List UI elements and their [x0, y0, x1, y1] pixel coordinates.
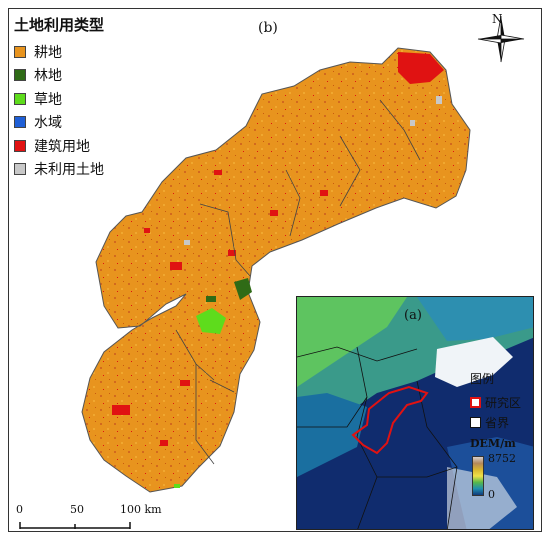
legend-item-grassland: 草地	[14, 87, 104, 111]
inset-dem-map	[296, 296, 534, 530]
legend-item-water: 水域	[14, 111, 104, 135]
scale-bar: 0 50 100 km	[14, 503, 174, 536]
legend-label: 草地	[34, 91, 62, 108]
legend-label: 水域	[34, 115, 62, 132]
study-area	[81, 47, 471, 493]
study-area-swatch	[470, 396, 481, 408]
dem-title: DEM/m	[470, 437, 516, 450]
legend-item-unused: 未利用土地	[14, 158, 104, 182]
legend-item-forest: 林地	[14, 64, 104, 88]
scale-tick-label: 100 km	[120, 503, 162, 516]
inset-map-graphic	[297, 297, 533, 529]
legend-title: 土地利用类型	[14, 16, 105, 34]
unused-land-patches	[184, 96, 442, 245]
prefecture-boundaries	[175, 99, 421, 465]
unused-swatch	[14, 163, 26, 176]
built-up-patches	[112, 52, 444, 446]
inset-legend: 研究区 省界	[470, 392, 521, 432]
inset-legend-title: 图例	[470, 372, 495, 386]
inset-legend-label: 省界	[485, 415, 510, 430]
north-label: N	[492, 12, 503, 26]
grassland-patches	[174, 278, 252, 488]
forest-swatch	[14, 69, 26, 82]
cropland-swatch	[14, 45, 26, 58]
legend-label: 未利用土地	[34, 162, 104, 179]
scale-tick-label: 50	[70, 503, 84, 516]
legend-item-cropland: 耕地	[14, 40, 104, 64]
legend-item-built-up: 建筑用地	[14, 134, 104, 158]
dem-min-label: 0	[488, 488, 495, 501]
north-arrow-icon	[477, 15, 525, 63]
inset-legend-province-boundary: 省界	[470, 412, 521, 432]
inset-legend-label: 研究区	[485, 395, 522, 410]
inset-legend-study-area: 研究区	[470, 392, 521, 412]
legend: 耕地 林地 草地 水域 建筑用地 未利用土地	[14, 40, 104, 181]
legend-label: 耕地	[34, 44, 62, 61]
panel-label-a: (a)	[404, 308, 422, 323]
legend-label: 建筑用地	[34, 138, 90, 155]
grassland-swatch	[14, 92, 26, 105]
scale-bar-line	[19, 522, 131, 529]
scale-tick-label: 0	[16, 503, 23, 516]
study-area-outline	[351, 385, 429, 455]
panel-label-b: (b)	[258, 20, 278, 36]
legend-label: 林地	[34, 68, 62, 85]
province-boundary-swatch	[470, 416, 481, 428]
dem-color-ramp	[472, 456, 484, 496]
built-up-swatch	[14, 139, 26, 152]
map-frame	[8, 8, 542, 532]
dem-max-label: 8752	[488, 452, 516, 465]
water-swatch	[14, 116, 26, 129]
